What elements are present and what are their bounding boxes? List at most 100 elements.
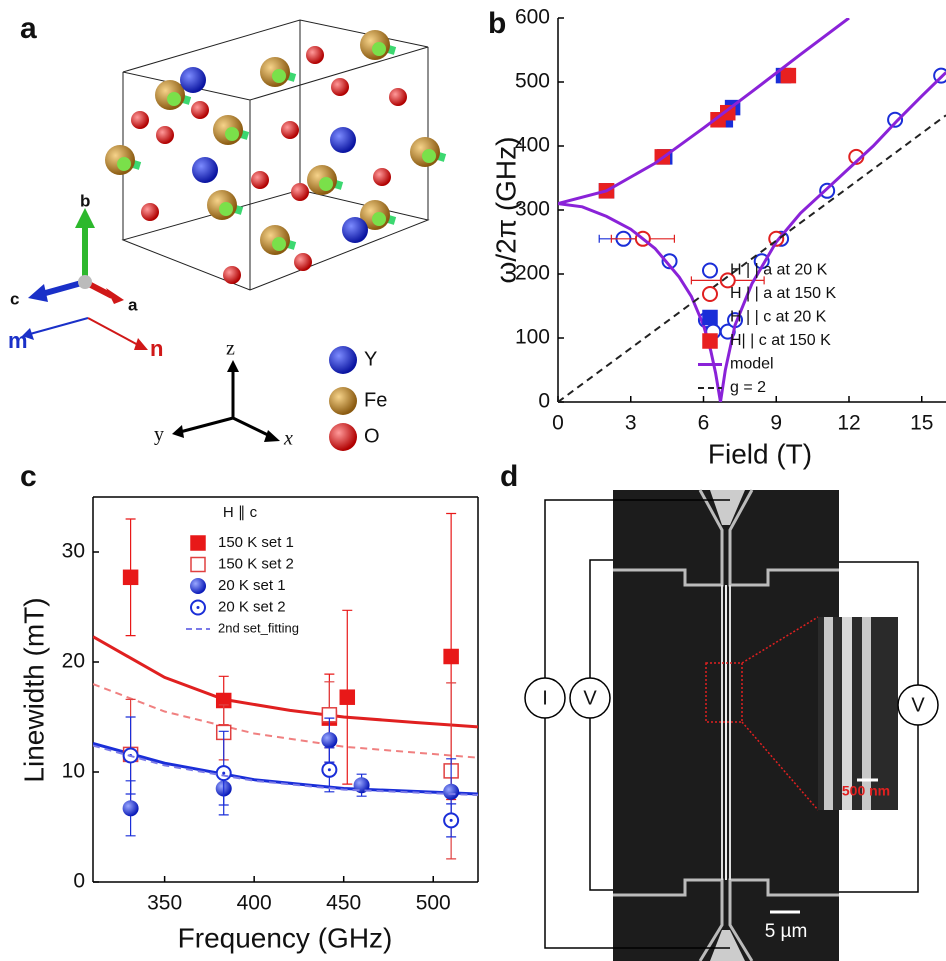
terminal-label: V — [583, 687, 597, 709]
contact-pad — [710, 490, 745, 525]
arrow-head — [106, 288, 124, 304]
legend-marker — [190, 535, 206, 551]
chart: 0 3 6 9 12 15 0 100 200 300 400 500 600 Field (T) ω/2π… — [490, 6, 946, 469]
legend-label: 20 K set 2 — [218, 598, 286, 615]
y-tick-label: 500 — [515, 70, 550, 93]
legend-label: H | | c at 20 K — [730, 309, 827, 326]
spin-tip — [422, 149, 436, 163]
inset-wire — [824, 617, 833, 810]
spin-tip — [219, 202, 233, 216]
arrow-head — [172, 425, 184, 438]
o-atom — [331, 78, 349, 96]
arrow-head — [75, 208, 95, 228]
x-tick-label: 15 — [910, 412, 933, 435]
point — [780, 67, 797, 84]
atoms — [105, 30, 447, 284]
panel-label: c — [20, 460, 37, 493]
x-tick-label: 350 — [147, 892, 182, 915]
axis-label: m — [8, 328, 28, 353]
axis-label: z — [226, 338, 235, 360]
axis-label: x — [283, 428, 293, 450]
model-line — [558, 18, 946, 402]
scale-label: 500 nm — [842, 783, 890, 799]
arrow-head — [22, 328, 34, 340]
spin-tip — [272, 69, 286, 83]
x-tick-label: 6 — [698, 412, 710, 435]
axis-label: y — [154, 424, 164, 446]
axis-arrow — [41, 279, 86, 297]
arrow-head — [28, 284, 48, 302]
model-line — [93, 744, 478, 797]
o-atom — [141, 203, 159, 221]
y-tick-label: 0 — [73, 870, 85, 893]
o-atom — [294, 253, 312, 271]
x-tick-label: 12 — [837, 412, 860, 435]
axis-label: c — [10, 289, 19, 308]
fit-line — [93, 635, 478, 729]
spin-tip — [272, 237, 286, 251]
spin-tip — [117, 157, 131, 171]
y-tick-label: 600 — [515, 6, 550, 29]
legend-marker — [702, 309, 718, 326]
o-atom — [156, 126, 174, 144]
terminal-label: V — [911, 694, 925, 716]
x-tick-label: 9 — [770, 412, 782, 435]
o-atom — [223, 266, 241, 284]
point — [443, 783, 460, 800]
panel-label: d — [500, 460, 518, 493]
y-tick-label: 300 — [515, 198, 550, 221]
legend-atom — [329, 423, 357, 451]
contact-pad — [710, 930, 745, 961]
spin-tip — [372, 212, 386, 226]
axis-label: n — [150, 336, 163, 361]
y-atom — [192, 157, 218, 183]
meter — [524, 677, 566, 719]
legend-label: Y — [364, 348, 377, 370]
o-atom — [306, 46, 324, 64]
o-atom — [191, 101, 209, 119]
y-tick-label: 20 — [62, 650, 85, 673]
legend-label: 2nd set_fitting — [218, 620, 299, 635]
x-tick-label: 500 — [416, 892, 451, 915]
legend-atom — [329, 346, 357, 374]
legend-atom — [329, 387, 357, 415]
x-tick-label: 400 — [237, 892, 272, 915]
panel-label: b — [488, 7, 506, 40]
spin-tip — [372, 42, 386, 56]
legend-label: 150 K set 2 — [218, 555, 294, 572]
zoom-line — [741, 616, 819, 664]
n-arrow — [87, 317, 141, 347]
origin — [78, 275, 92, 289]
axis-label: b — [80, 191, 90, 210]
point — [661, 253, 678, 270]
y-tick-label: 10 — [62, 760, 85, 783]
o-atom — [373, 168, 391, 186]
legend-marker — [190, 556, 206, 573]
legend-label: g = 2 — [730, 379, 766, 396]
scale-label: 5 µm — [765, 921, 808, 942]
legend-label: H | | a at 20 K — [730, 262, 828, 279]
marker-dot — [222, 771, 226, 775]
y-atom — [330, 127, 356, 153]
meter — [569, 677, 611, 719]
arrow-head — [134, 338, 148, 350]
o-atom — [291, 183, 309, 201]
crystal-axes: b c a m n z y x Y Fe O — [8, 191, 387, 451]
legend-label: 150 K set 1 — [218, 534, 294, 551]
chart: 350 400 450 500 0 10 20 30 Frequency (GHz) Linewi… — [18, 496, 479, 953]
o-atom — [389, 88, 407, 106]
point — [122, 800, 139, 817]
spin-tip — [167, 92, 181, 106]
y-tick-label: 30 — [62, 540, 85, 563]
legend-label: H | | a at 150 K — [730, 285, 836, 302]
x-tick-label: 0 — [552, 412, 564, 435]
legend-label: H| | c at 150 K — [730, 332, 831, 349]
zoom-line — [741, 721, 819, 811]
legend-marker — [702, 262, 718, 279]
point — [339, 689, 356, 705]
inset-wire — [862, 617, 871, 810]
model-line — [558, 114, 946, 402]
arrow-head — [264, 430, 280, 442]
device: 500 nm 5 µm I V V — [524, 489, 939, 961]
o-atom — [131, 111, 149, 129]
